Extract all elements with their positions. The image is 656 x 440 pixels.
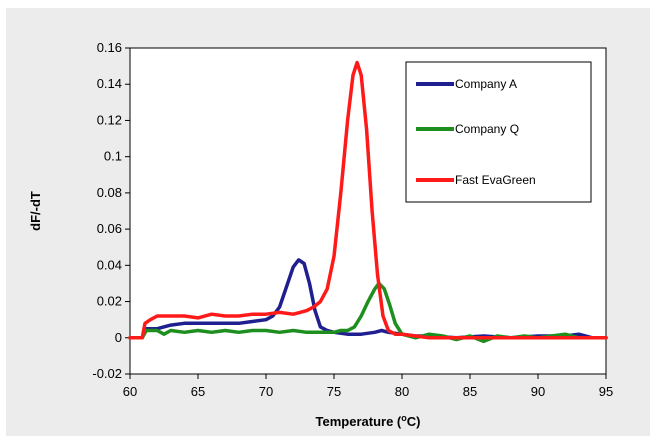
legend: Company A Company Q Fast EvaGreen bbox=[405, 61, 592, 203]
y-axis-title: dF/-dT bbox=[28, 191, 43, 231]
x-tick-label: 75 bbox=[327, 384, 341, 399]
x-tick-label: 65 bbox=[191, 384, 205, 399]
x-axis-title: Temperature (oC) bbox=[316, 413, 421, 429]
y-tick-label: 0 bbox=[115, 330, 122, 345]
y-axis-ticks: -0.02 0 0.02 0.04 0.06 0.08 0.1 0.12 0.14 0.16 bbox=[92, 40, 130, 381]
legend-label-fast-evagreen: Fast EvaGreen bbox=[455, 173, 536, 187]
x-tick-label: 95 bbox=[599, 384, 613, 399]
y-tick-label: 0.1 bbox=[104, 149, 122, 164]
x-tick-label: 80 bbox=[395, 384, 409, 399]
y-tick-label: 0.04 bbox=[97, 257, 122, 272]
x-axis-ticks: 60 65 70 75 80 85 90 95 bbox=[123, 374, 613, 399]
y-tick-label: -0.02 bbox=[92, 366, 122, 381]
y-tick-label: 0.06 bbox=[97, 221, 122, 236]
y-tick-label: 0.12 bbox=[97, 112, 122, 127]
y-tick-label: 0.16 bbox=[97, 40, 122, 55]
series-line-fast-evagreen bbox=[128, 60, 608, 340]
y-tick-label: 0.02 bbox=[97, 294, 122, 309]
melt-curve-chart: -0.02 0 0.02 0.04 0.06 0.08 0.1 0.12 0.14 0.16 60… bbox=[28, 40, 613, 429]
legend-label-company-a: Company A bbox=[455, 77, 517, 91]
y-tick-label: 0.14 bbox=[97, 76, 122, 91]
x-tick-label: 85 bbox=[463, 384, 477, 399]
series-lines bbox=[128, 60, 608, 344]
chart-frame: -0.02 0 0.02 0.04 0.06 0.08 0.1 0.12 0.14 0.16 60… bbox=[6, 8, 650, 436]
legend-label-company-q: Company Q bbox=[455, 122, 519, 136]
x-tick-label: 60 bbox=[123, 384, 137, 399]
y-tick-label: 0.08 bbox=[97, 185, 122, 200]
x-tick-label: 70 bbox=[259, 384, 273, 399]
x-tick-label: 90 bbox=[531, 384, 545, 399]
